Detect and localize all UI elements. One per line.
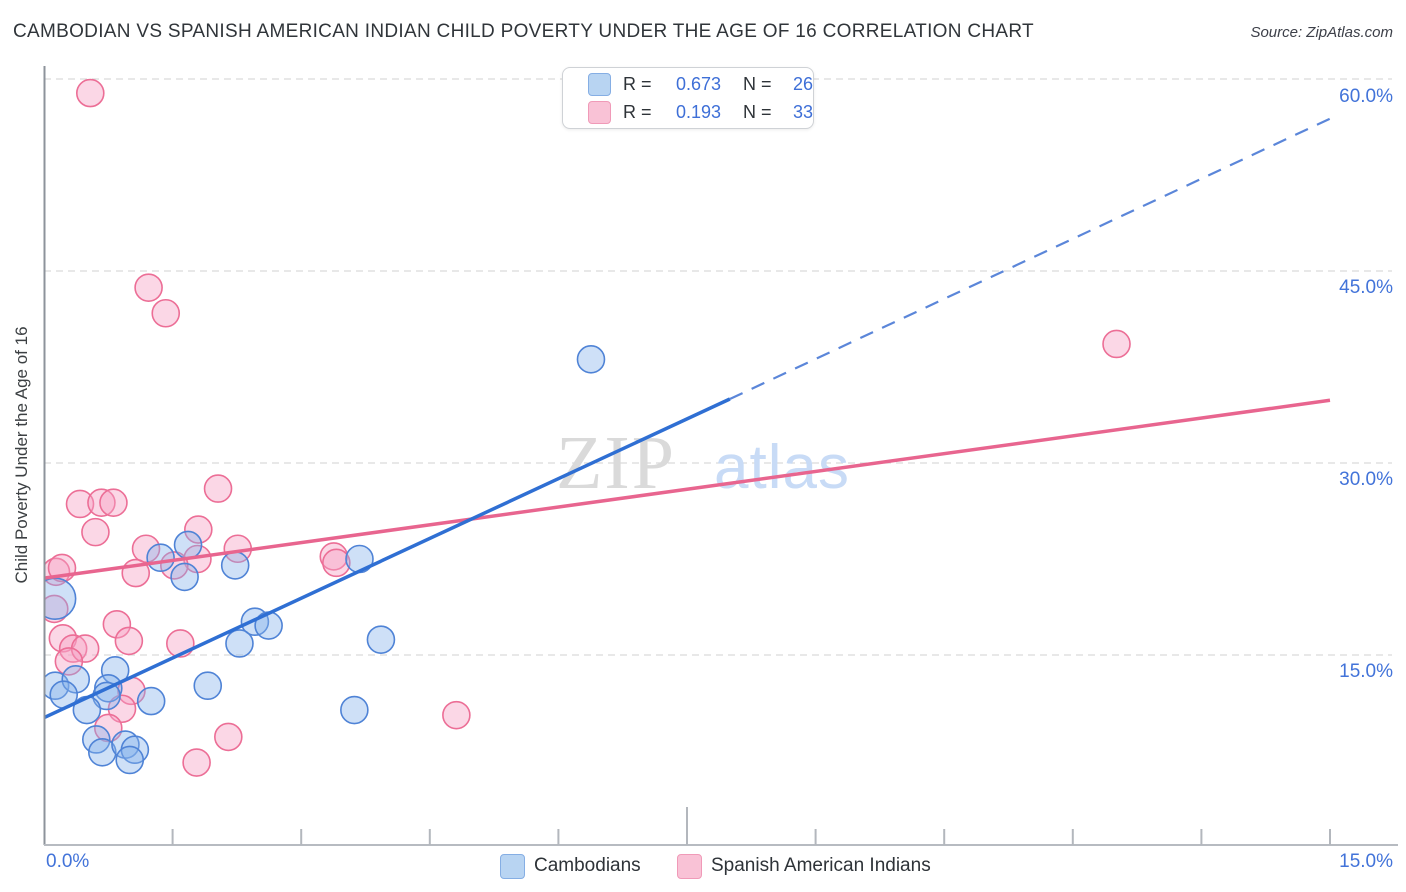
y-tick-label-45: 45.0% (1339, 277, 1393, 298)
trend-lines (44, 117, 1331, 720)
legend-item-cambodians: Cambodians (534, 855, 641, 876)
axes (43, 66, 1398, 846)
cambodians-swatch (588, 72, 611, 96)
cambodians-legend-swatch (500, 854, 525, 879)
legend-item-spanish-american-indians: Spanish American Indians (711, 855, 931, 876)
r-value: 0.673 (675, 73, 721, 94)
watermark-atlas: atlas (714, 433, 850, 502)
r-value: 0.193 (675, 101, 721, 122)
n-label: N = (743, 73, 772, 94)
y-axis-title: Child Poverty Under the Age of 16 (12, 326, 31, 584)
n-label: N = (743, 101, 772, 122)
page-title: CAMBODIAN VS SPANISH AMERICAN INDIAN CHI… (13, 21, 1034, 42)
source-attribution: Source: ZipAtlas.com (1250, 24, 1393, 41)
legend-row-spanish-american-indians: R = 0.193 N = 33 (588, 100, 813, 124)
n-value: 26 (792, 73, 813, 94)
spanish-american-indians-swatch (588, 100, 611, 124)
y-tick-label-15: 15.0% (1339, 661, 1393, 682)
y-tick-label-60: 60.0% (1339, 86, 1393, 107)
x-tick-label-min: 0.0% (46, 851, 90, 872)
r-label: R = (623, 73, 652, 94)
y-tick-label-30: 30.0% (1339, 469, 1393, 490)
spanish-american-indians-legend-swatch (677, 854, 702, 879)
n-value: 33 (792, 101, 813, 122)
x-tick-label-max: 15.0% (1339, 851, 1393, 872)
correlation-legend: R = 0.673 N = 26 R = 0.193 N = 33 (562, 67, 814, 129)
legend-row-cambodians: R = 0.673 N = 26 (588, 72, 813, 96)
r-label: R = (623, 101, 652, 122)
